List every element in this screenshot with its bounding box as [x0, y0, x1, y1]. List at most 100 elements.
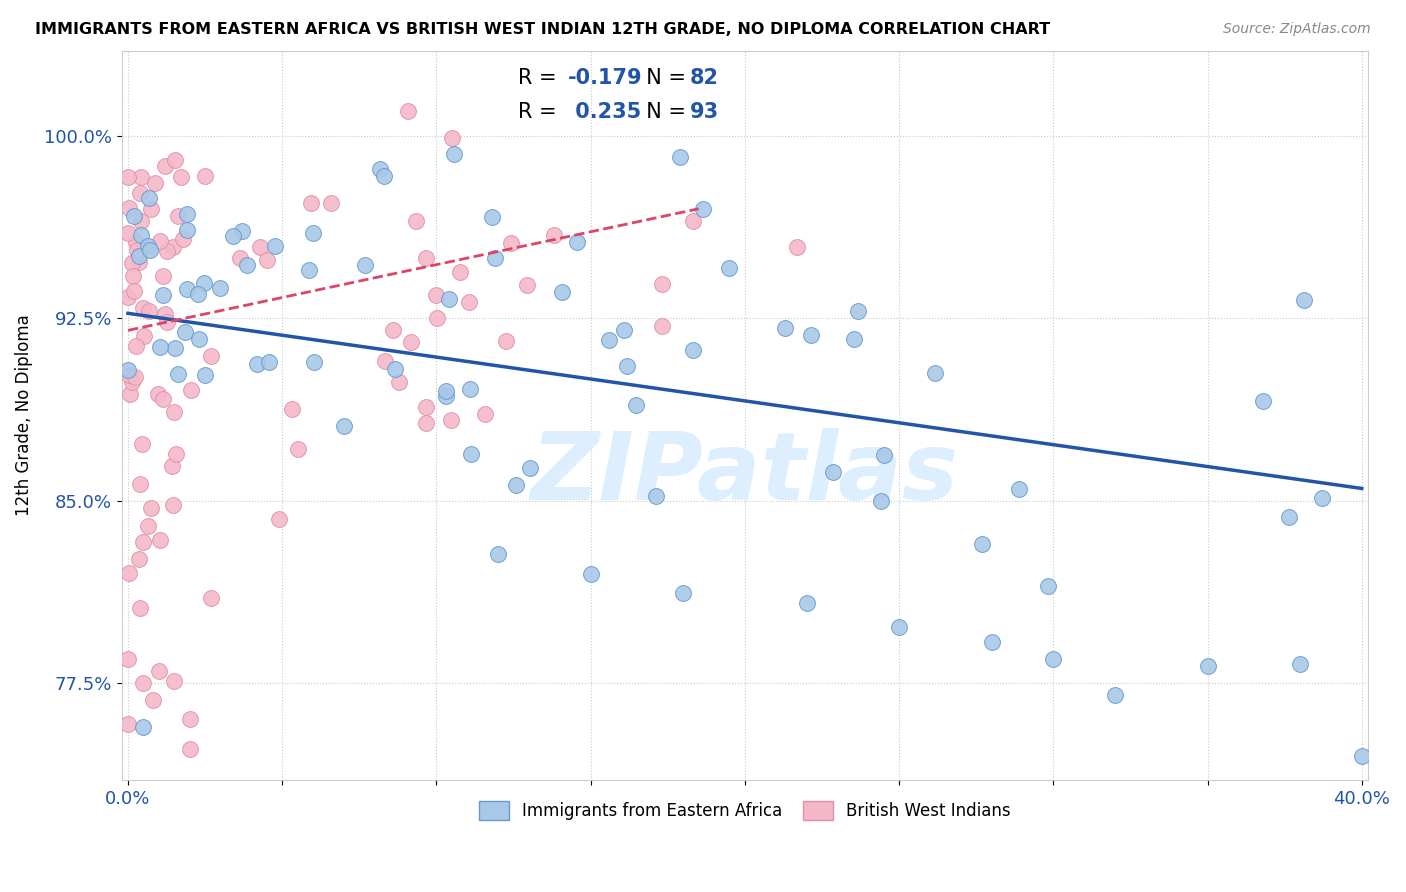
Text: R =: R =	[517, 68, 564, 87]
Legend: Immigrants from Eastern Africa, British West Indians: Immigrants from Eastern Africa, British …	[472, 795, 1018, 827]
Point	[374, 353, 396, 368]
Point	[127, 243, 149, 257]
Point	[458, 382, 481, 396]
Point	[474, 407, 496, 421]
Point	[1310, 491, 1333, 505]
Point	[321, 196, 343, 211]
Point	[129, 227, 152, 242]
Point	[128, 600, 150, 615]
Point	[152, 288, 174, 302]
Point	[299, 196, 322, 211]
Point	[425, 288, 447, 302]
Point	[163, 341, 186, 355]
Point	[970, 537, 993, 551]
Point	[187, 286, 209, 301]
Point	[495, 334, 517, 349]
Point	[221, 228, 243, 243]
Point	[160, 458, 183, 473]
Point	[117, 651, 139, 665]
Point	[425, 311, 447, 326]
Point	[167, 367, 190, 381]
Point	[499, 236, 522, 251]
Point	[162, 240, 184, 254]
Point	[139, 243, 162, 257]
Point	[543, 227, 565, 242]
Point	[796, 596, 818, 610]
Point	[246, 358, 269, 372]
Point	[148, 664, 170, 678]
Point	[124, 369, 146, 384]
Point	[415, 251, 437, 265]
Point	[128, 186, 150, 200]
Point	[598, 333, 620, 347]
Text: Source: ZipAtlas.com: Source: ZipAtlas.com	[1223, 22, 1371, 37]
Point	[1197, 659, 1219, 673]
Text: 82: 82	[690, 68, 718, 87]
Point	[381, 323, 404, 337]
Point	[117, 170, 139, 185]
Point	[368, 162, 391, 177]
Point	[121, 376, 143, 390]
Point	[145, 176, 167, 190]
Point	[122, 209, 145, 223]
Point	[434, 384, 457, 398]
Point	[136, 239, 159, 253]
Point	[505, 478, 527, 492]
Point	[682, 343, 704, 358]
Point	[773, 321, 796, 335]
Point	[516, 277, 538, 292]
Point	[142, 693, 165, 707]
Point	[1007, 482, 1029, 496]
Point	[131, 436, 153, 450]
Point	[682, 214, 704, 228]
Point	[128, 254, 150, 268]
Point	[163, 673, 186, 688]
Point	[1289, 657, 1312, 671]
Point	[439, 413, 461, 427]
Point	[844, 332, 866, 346]
Point	[193, 276, 215, 290]
Point	[1042, 651, 1064, 665]
Text: -0.179: -0.179	[568, 68, 643, 87]
Point	[121, 256, 143, 270]
Y-axis label: 12th Grade, No Diploma: 12th Grade, No Diploma	[15, 315, 32, 516]
Point	[398, 104, 420, 119]
Point	[167, 210, 190, 224]
Point	[176, 282, 198, 296]
Point	[481, 211, 503, 225]
Point	[124, 235, 146, 250]
Point	[692, 202, 714, 216]
Point	[415, 401, 437, 415]
Point	[200, 350, 222, 364]
Point	[149, 235, 172, 249]
Point	[188, 332, 211, 346]
Point	[1251, 394, 1274, 409]
Point	[267, 512, 290, 526]
Point	[718, 260, 741, 275]
Point	[651, 277, 673, 291]
Point	[122, 284, 145, 298]
Point	[415, 416, 437, 430]
Point	[449, 265, 471, 279]
Point	[1038, 579, 1060, 593]
Text: 0.235: 0.235	[568, 102, 641, 122]
Point	[209, 281, 232, 295]
Point	[200, 591, 222, 606]
Point	[129, 170, 152, 185]
Point	[264, 239, 287, 253]
Point	[132, 534, 155, 549]
Point	[132, 301, 155, 316]
Text: IMMIGRANTS FROM EASTERN AFRICA VS BRITISH WEST INDIAN 12TH GRADE, NO DIPLOMA COR: IMMIGRANTS FROM EASTERN AFRICA VS BRITIS…	[35, 22, 1050, 37]
Point	[124, 339, 146, 353]
Point	[117, 362, 139, 376]
Point	[567, 235, 589, 249]
Point	[139, 202, 162, 216]
Point	[786, 240, 808, 254]
Point	[165, 153, 187, 167]
Point	[887, 620, 910, 634]
Point	[146, 387, 169, 401]
Point	[174, 325, 197, 339]
Point	[486, 547, 509, 561]
Point	[117, 227, 139, 241]
Point	[179, 741, 201, 756]
